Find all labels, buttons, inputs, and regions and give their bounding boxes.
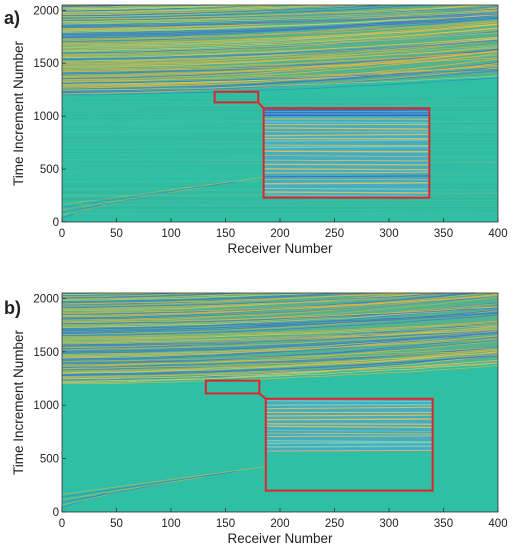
inset-event [266, 415, 433, 416]
reflection-event [62, 0, 498, 5]
x-tick-label: 150 [216, 518, 235, 530]
x-tick-label: 300 [379, 228, 398, 240]
y-tick-label: 500 [40, 164, 59, 176]
x-tick-label: 350 [434, 518, 453, 530]
x-tick-label: 400 [488, 518, 507, 530]
inset-event [264, 146, 430, 147]
panel-label: b) [4, 298, 21, 318]
reflection-event [62, 276, 498, 291]
x-tick-label: 100 [161, 518, 180, 530]
inset-event [264, 183, 430, 184]
x-tick-label: 50 [110, 228, 123, 240]
x-tick-label: 250 [325, 228, 344, 240]
x-tick-label: 0 [59, 228, 65, 240]
y-tick-label: 1500 [33, 58, 59, 70]
x-axis-label: Receiver Number [227, 531, 333, 546]
reflection-event [62, 273, 498, 290]
reflection-event [62, 273, 498, 296]
inset-event [264, 172, 430, 173]
y-axis-label: Time Increment Number [11, 329, 26, 475]
chart-panel-a: 0 50 100 150 200 250 300 350 400 0 500 1000 1500 2000… [4, 0, 508, 256]
inset-event [266, 443, 433, 444]
y-tick-label: 1500 [33, 347, 59, 359]
reflection-event [62, 267, 498, 289]
x-tick-label: 400 [488, 228, 507, 240]
seismic-section [62, 0, 498, 222]
x-tick-label: 200 [270, 518, 289, 530]
reflection-event [62, 263, 498, 293]
inset-event [264, 151, 430, 152]
reflection-event [62, 0, 498, 3]
y-tick-label: 500 [40, 454, 59, 466]
x-tick-label: 350 [434, 228, 453, 240]
inset-event [264, 164, 430, 165]
x-axis-label: Receiver Number [227, 241, 333, 256]
reflection-event [62, 0, 498, 2]
reflection-event [62, 0, 498, 1]
y-tick-label: 1000 [33, 111, 59, 123]
chart-panel-b: 0 50 100 150 200 250 300 350 400 0 500 1000 1500 2000… [4, 263, 508, 546]
y-tick-label: 2000 [33, 5, 59, 17]
y-tick-label: 0 [53, 507, 59, 519]
x-tick-label: 50 [110, 518, 123, 530]
y-tick-label: 1000 [33, 400, 59, 412]
inset-event [264, 169, 430, 170]
y-tick-label: 0 [53, 217, 59, 229]
panel-label: a) [4, 8, 20, 28]
reflection-event [62, 267, 498, 293]
inset-event [266, 419, 433, 420]
y-tick-label: 2000 [33, 293, 59, 305]
y-axis-label: Time Increment Number [11, 40, 26, 186]
x-tick-label: 100 [161, 228, 180, 240]
reflection-event [62, 275, 498, 295]
reflection-event [62, 0, 498, 4]
zoom-inset [264, 108, 430, 197]
zoom-inset [266, 399, 433, 491]
x-tick-label: 200 [270, 228, 289, 240]
x-tick-label: 150 [216, 228, 235, 240]
x-tick-label: 250 [325, 518, 344, 530]
x-tick-label: 0 [59, 518, 65, 530]
inset-event [266, 446, 433, 447]
inset-event [266, 436, 433, 437]
x-tick-label: 300 [379, 518, 398, 530]
